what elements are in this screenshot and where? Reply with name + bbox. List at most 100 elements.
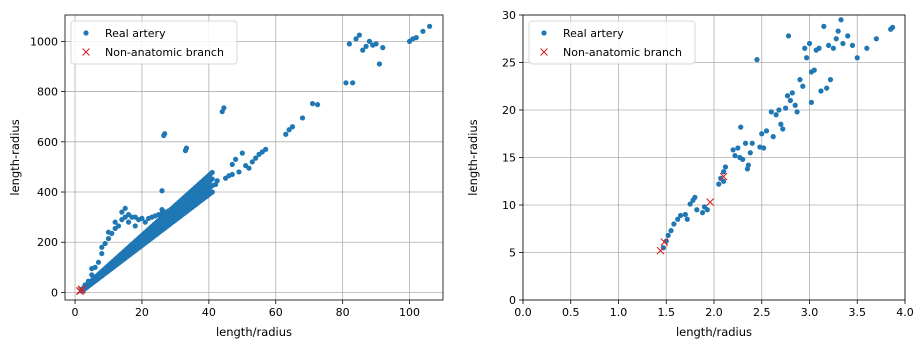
real-artery-point xyxy=(747,150,753,156)
legend-box xyxy=(528,20,696,65)
real-artery-point xyxy=(663,238,669,244)
real-artery-point xyxy=(804,55,810,61)
real-artery-point xyxy=(768,109,774,115)
real-artery-point xyxy=(738,124,744,130)
real-artery-point xyxy=(732,153,738,159)
real-artery-point xyxy=(105,235,112,242)
real-artery-point xyxy=(759,131,765,137)
real-artery-point xyxy=(99,250,105,257)
real-artery-point xyxy=(806,40,813,47)
real-artery-point xyxy=(827,77,834,83)
real-artery-point xyxy=(85,278,92,284)
marker-stroke xyxy=(656,246,665,255)
real-artery-point xyxy=(761,145,767,151)
marker-stroke xyxy=(660,238,669,246)
real-artery-point xyxy=(413,34,419,41)
marker-stroke xyxy=(77,285,86,294)
real-artery-point xyxy=(246,165,252,171)
plot-frame xyxy=(64,14,444,301)
x-tick-label: 20 xyxy=(135,306,149,319)
real-artery-point xyxy=(742,140,749,146)
x-tick-label: 0.0 xyxy=(514,306,532,319)
y-tick-label: 800 xyxy=(37,86,58,99)
real-artery-point xyxy=(826,42,832,49)
x-tick-label: 2.5 xyxy=(753,306,771,319)
x-tick-label: 0.5 xyxy=(562,306,580,319)
real-artery-point xyxy=(356,32,362,38)
real-artery-point xyxy=(778,121,784,127)
real-artery-point xyxy=(787,97,794,104)
real-artery-point xyxy=(183,145,190,151)
real-artery-point xyxy=(373,41,379,47)
real-artery-point xyxy=(209,169,215,176)
x-tick-label: 60 xyxy=(269,306,283,319)
real-artery-point xyxy=(229,161,235,168)
real-artery-point xyxy=(808,99,815,105)
real-artery-point xyxy=(249,159,255,165)
real-artery-point xyxy=(122,205,128,211)
legend-label-real: Real artery xyxy=(563,27,624,40)
legend-label-non-anatomic: Non-anatomic branch xyxy=(105,46,224,59)
real-artery-point xyxy=(716,181,722,187)
real-artery-point xyxy=(720,169,727,175)
real-artery-point xyxy=(221,105,227,111)
x-tick-label: 1.5 xyxy=(658,306,676,319)
real-artery-point xyxy=(346,41,352,47)
real-artery-point xyxy=(745,162,751,168)
real-artery-point xyxy=(763,128,770,134)
real-artery-point xyxy=(109,230,115,237)
real-artery-point xyxy=(740,156,746,162)
y-axis-label: length-radius xyxy=(8,119,22,195)
real-artery-point xyxy=(785,33,792,39)
real-artery-point xyxy=(830,45,836,51)
marker-stroke xyxy=(719,172,728,181)
real-artery-point xyxy=(838,17,844,23)
x-tick-label: 80 xyxy=(336,306,350,319)
legend-marker-real xyxy=(83,30,89,36)
y-tick-label: 400 xyxy=(37,186,58,199)
real-artery-point xyxy=(299,115,306,121)
real-artery-point xyxy=(854,55,860,61)
legend: Real artery Non-anatomic branch xyxy=(528,20,696,65)
real-artery-point xyxy=(770,134,776,140)
legend-label-real: Real artery xyxy=(105,27,166,40)
real-artery-point xyxy=(309,101,316,107)
non-anatomic-series xyxy=(656,172,728,255)
legend-marker-non-anatomic xyxy=(82,48,90,56)
real-artery-point xyxy=(229,171,235,178)
legend: Real artery Non-anatomic branch xyxy=(70,20,238,65)
real-artery-point xyxy=(754,57,760,63)
real-artery-point xyxy=(682,211,688,218)
real-artery-point xyxy=(283,131,289,137)
real-artery-point xyxy=(95,259,102,265)
chart-panel-1: 0 20 40 60 80 10002004006008001000length/radi… xyxy=(8,14,444,339)
marker-stroke xyxy=(706,198,715,207)
real-artery-point xyxy=(209,176,215,182)
real-artery-point xyxy=(366,38,373,44)
y-tick-label: 0 xyxy=(509,294,516,307)
x-tick-label: 4.0 xyxy=(896,306,914,319)
real-artery-point xyxy=(833,36,839,42)
real-artery-point xyxy=(92,264,98,270)
real-artery-point xyxy=(233,156,239,162)
legend-box xyxy=(70,20,238,65)
real-artery-point xyxy=(773,112,779,118)
real-artery-point xyxy=(816,45,822,51)
real-artery-point xyxy=(692,194,698,200)
real-artery-point xyxy=(427,23,433,29)
real-artery-point xyxy=(687,201,693,207)
y-tick-label: 15 xyxy=(502,152,516,165)
non-anatomic-marker xyxy=(660,238,669,246)
real-artery-point xyxy=(119,209,125,215)
real-artery-point xyxy=(289,124,296,130)
real-artery-point xyxy=(214,178,220,184)
real-artery-point xyxy=(671,221,677,227)
real-artery-point xyxy=(845,33,851,39)
y-tick-label: 0 xyxy=(51,286,58,299)
real-artery-point xyxy=(824,85,830,91)
real-artery-point xyxy=(849,42,856,49)
real-artery-point xyxy=(811,67,817,73)
x-axis-label: length/radius xyxy=(676,325,752,339)
legend-marker-non-anatomic xyxy=(540,48,548,56)
